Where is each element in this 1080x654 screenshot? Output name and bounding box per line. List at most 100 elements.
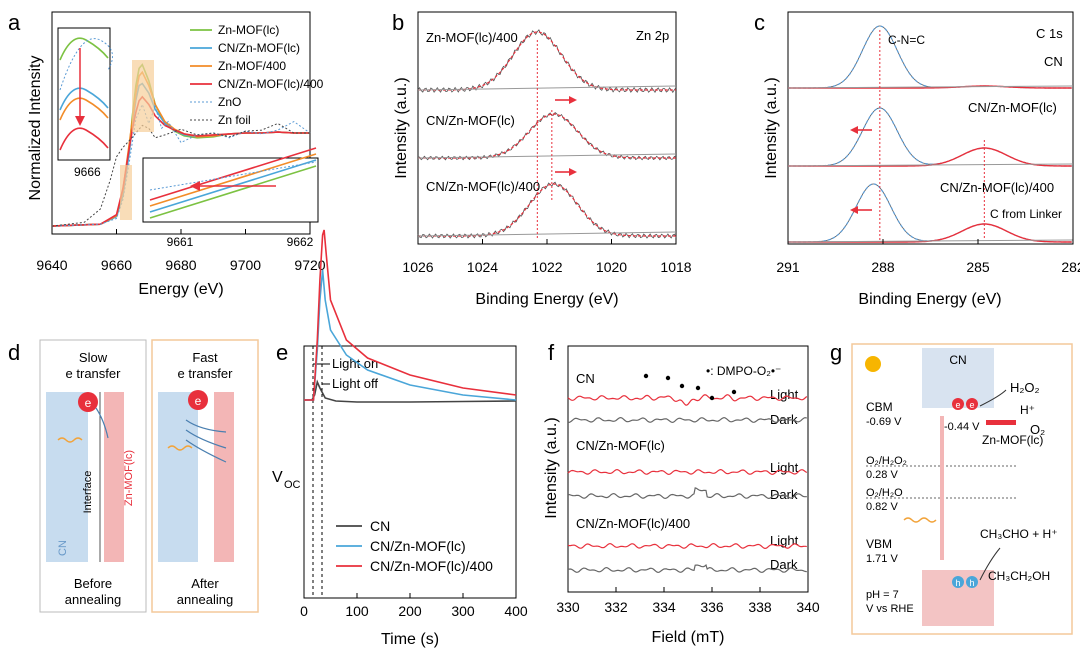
b-shift-arrowhead-1 [569, 168, 577, 176]
a-inset-left-curve-2 [59, 97, 109, 121]
f-xtick-label-4: 338 [748, 599, 772, 615]
b-xtick-label-4: 1018 [660, 259, 691, 275]
a-ylabel: Normalized Intensity [27, 56, 44, 201]
f-dmpo-dot-3 [695, 385, 701, 391]
g-light-icon [903, 517, 937, 523]
e-annot-1: Light on [332, 356, 378, 371]
f-trace-3 [567, 487, 807, 500]
sun-icon [865, 356, 881, 372]
a-highlight [132, 60, 154, 132]
f-group-3: CN/Zn-MOF(lc)/400 [576, 516, 690, 531]
g-electron-1-icon [952, 398, 964, 410]
c-xlabel: Binding Energy (eV) [858, 291, 1001, 308]
e-xlabel: Time (s) [381, 631, 439, 648]
d-right-cn [158, 392, 198, 562]
f-cond-1: Light [770, 387, 799, 402]
a-inset-right-arrowhead [190, 181, 200, 191]
c-ylabel: Intensity (a.u.) [763, 77, 780, 178]
panel-label-b: b [392, 10, 404, 35]
e-xtick-label-2: 200 [398, 603, 422, 619]
f-xtick-label-2: 334 [652, 599, 676, 615]
d-left-electron: e [85, 396, 92, 410]
g-o2h2o-v: 0.82 V [866, 501, 898, 513]
d-left-interface: Interface [82, 471, 94, 514]
f-trace-4 [567, 542, 807, 550]
f-trace-0 [567, 394, 808, 406]
g-vbm-v: 1.71 V [866, 553, 898, 565]
d-right-electron: e [195, 394, 202, 408]
d-left-title-2: e transfer [66, 366, 122, 381]
b-label-3: CN/Zn-MOF(lc)/400 [426, 179, 540, 194]
f-group-1: CN [576, 371, 595, 386]
d-right-arrow-2 [185, 429, 227, 449]
a-legend-label-1: CN/Zn-MOF(lc) [218, 41, 300, 55]
b-xtick-label-1: 1024 [467, 259, 498, 275]
d-right-light-icon [167, 445, 193, 451]
a-xtick-label-4: 9720 [294, 257, 325, 273]
e-xtick-label-0: 0 [300, 603, 308, 619]
c-shift-arrowhead-0 [850, 126, 858, 134]
f-xtick-label-0: 330 [556, 599, 580, 615]
a-xtick-label-3: 9700 [230, 257, 261, 273]
d-left-bottom-2: annealing [65, 592, 121, 607]
panel-d: d Slow e transfer e Interface CN Zn-MOF(… [8, 339, 259, 613]
panel-b: b Zn 2p Zn-MOF(lc)/400 CN/Zn-MOF(lc) CN/… [392, 10, 692, 308]
c-fit2-1 [788, 147, 1072, 167]
a-inset-left-curve-1 [59, 87, 109, 111]
e-ylabel: V [272, 469, 283, 486]
a-inset-right-curve-2 [149, 153, 317, 207]
panel-e: e Light on Light off CN CN/Zn-MOF(lc) CN/Z… [272, 229, 528, 648]
b-baseline-1 [417, 153, 677, 159]
e-xtick-label-4: 400 [504, 603, 528, 619]
b-baseline-0 [417, 85, 677, 91]
d-right-title-1: Fast [192, 350, 218, 365]
f-trace-5 [567, 564, 807, 574]
g-hole-2-icon [966, 576, 978, 588]
a-xlabel: Energy (eV) [138, 281, 223, 298]
c-annot-2: C from Linker [990, 207, 1062, 221]
f-xlabel: Field (mT) [652, 629, 725, 646]
axes-c [787, 11, 1074, 245]
f-dmpo-dot-0 [643, 373, 649, 379]
e-ylabel-sub: OC [284, 479, 301, 491]
d-left-bottom-1: Before [74, 576, 112, 591]
b-label-2: CN/Zn-MOF(lc) [426, 113, 515, 128]
axes-b [417, 11, 677, 245]
c-baseline-1 [787, 163, 1074, 167]
panel-label-g: g [830, 340, 842, 365]
g-electron-2: e [969, 400, 974, 410]
e-xtick-label-3: 300 [451, 603, 475, 619]
b-label-1: Zn-MOF(lc)/400 [426, 30, 518, 45]
g-hplus: H⁺ [1020, 403, 1035, 417]
b-ylabel: Intensity (a.u.) [393, 77, 410, 178]
f-trace-2 [567, 468, 808, 476]
c-data-1 [788, 107, 1072, 167]
g-mof-level [986, 420, 1016, 425]
d-right-bottom-1: After [191, 576, 219, 591]
g-electron-1: e [955, 400, 960, 410]
a-legend-label-2: Zn-MOF/400 [218, 59, 286, 73]
d-right-bottom-2: annealing [177, 592, 233, 607]
c-data-0 [788, 25, 1072, 89]
g-mof-v: -0.44 V [944, 421, 980, 433]
f-dmpo-dot-1 [665, 375, 671, 381]
b-fit-2 [418, 183, 676, 237]
c-label-2: CN/Zn-MOF(lc) [968, 100, 1057, 115]
f-curves [567, 373, 808, 574]
d-left-mof-label: Zn-MOF(lc) [123, 450, 135, 506]
c-label-1: CN [1044, 54, 1063, 69]
a-inset-right-tick-1: 9661 [167, 235, 194, 249]
e-xtick-label-1: 100 [345, 603, 369, 619]
panel-g: g CN CBM -0.69 V e e -0.44 V Zn-MOF(lc) … [830, 340, 1073, 635]
a-highlight-edge [120, 165, 132, 220]
g-o2: O₂ [1030, 422, 1045, 437]
d-left-cn-label: CN [57, 540, 69, 556]
e-xticks: 0 100 200 300 400 [300, 593, 528, 619]
d-right-arrow-1 [185, 419, 227, 433]
a-xticks: 9640 9660 9680 9700 9720 [36, 229, 326, 273]
f-dmpo-dot-2 [679, 383, 685, 389]
g-h2o2: H₂O₂ [1010, 380, 1040, 395]
a-series-5 [51, 122, 310, 227]
panel-label-e: e [276, 340, 288, 365]
